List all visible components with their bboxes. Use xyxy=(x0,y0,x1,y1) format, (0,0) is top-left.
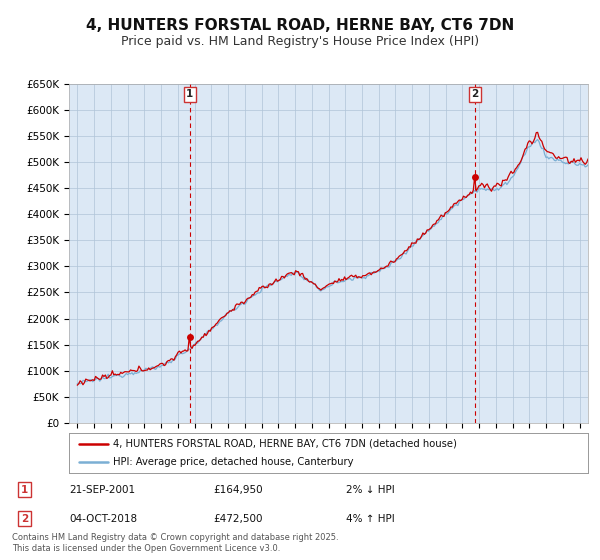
Text: £472,500: £472,500 xyxy=(214,514,263,524)
Text: Contains HM Land Registry data © Crown copyright and database right 2025.
This d: Contains HM Land Registry data © Crown c… xyxy=(12,533,338,553)
Text: 2: 2 xyxy=(21,514,28,524)
Text: £164,950: £164,950 xyxy=(214,485,263,494)
Text: 1: 1 xyxy=(186,90,194,100)
Text: 4, HUNTERS FORSTAL ROAD, HERNE BAY, CT6 7DN: 4, HUNTERS FORSTAL ROAD, HERNE BAY, CT6 … xyxy=(86,18,514,33)
Text: HPI: Average price, detached house, Canterbury: HPI: Average price, detached house, Cant… xyxy=(113,458,353,467)
Text: 1: 1 xyxy=(21,485,28,494)
Text: 4, HUNTERS FORSTAL ROAD, HERNE BAY, CT6 7DN (detached house): 4, HUNTERS FORSTAL ROAD, HERNE BAY, CT6 … xyxy=(113,439,457,449)
Text: 04-OCT-2018: 04-OCT-2018 xyxy=(70,514,138,524)
Text: 2% ↓ HPI: 2% ↓ HPI xyxy=(346,485,395,494)
Text: 2: 2 xyxy=(472,90,479,100)
Text: 4% ↑ HPI: 4% ↑ HPI xyxy=(346,514,395,524)
Text: 21-SEP-2001: 21-SEP-2001 xyxy=(70,485,136,494)
Text: Price paid vs. HM Land Registry's House Price Index (HPI): Price paid vs. HM Land Registry's House … xyxy=(121,35,479,48)
